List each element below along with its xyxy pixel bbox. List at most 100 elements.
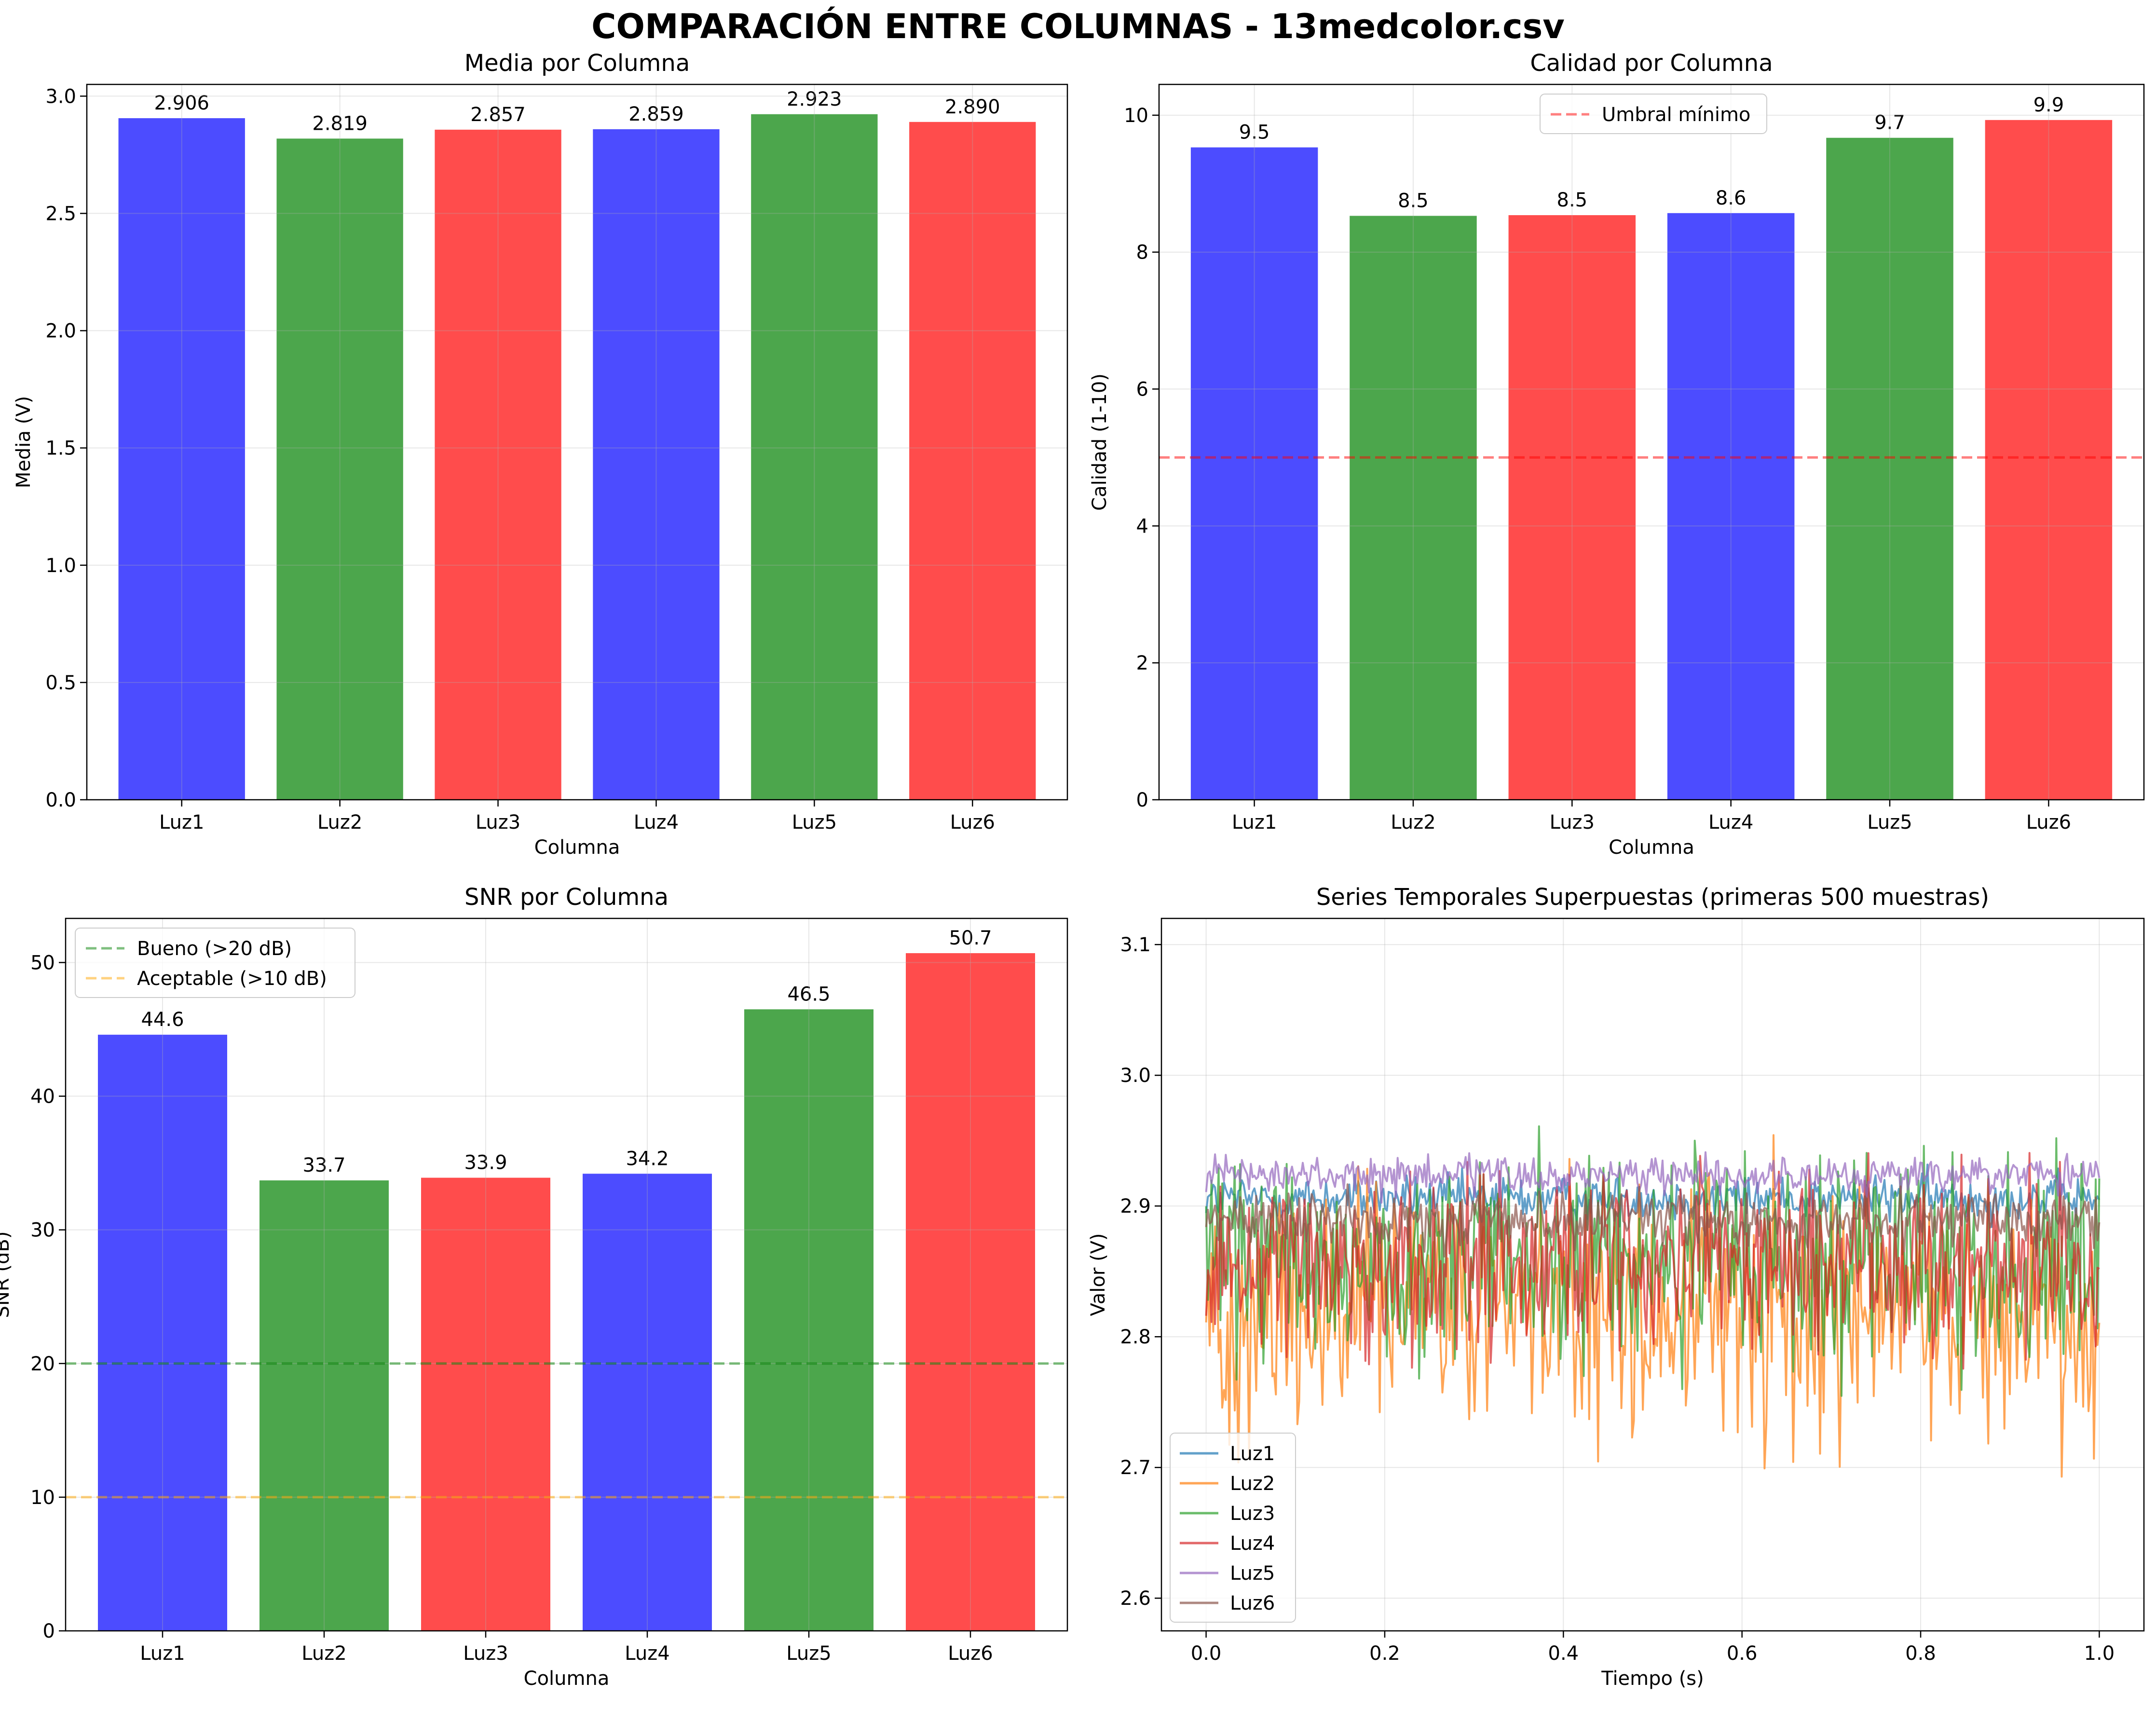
ytick-label: 3.0 (45, 85, 76, 108)
ytick-label: 40 (30, 1086, 55, 1108)
bar-luz5 (1826, 137, 1953, 800)
ytick-label: 10 (30, 1487, 55, 1509)
axes-frame (1158, 83, 2145, 801)
xtick-label: Luz4 (1708, 811, 1753, 834)
bar-luz6 (909, 122, 1036, 800)
series-line-luz5 (1205, 1151, 2101, 1204)
series-line-luz4 (1205, 1152, 2100, 1370)
x-axis-label: Tiempo (s) (1601, 1668, 1704, 1690)
xtick-label: Luz3 (476, 811, 520, 834)
bar-value-label: 8.6 (1716, 187, 1747, 209)
xtick-label: Luz3 (1550, 811, 1595, 834)
ytick-label: 3.1 (1120, 934, 1151, 956)
ytick-label: 2.8 (1120, 1326, 1151, 1348)
ytick-label: 0.0 (45, 789, 76, 811)
bar-value-label: 2.857 (470, 104, 526, 126)
bar-luz2 (276, 138, 403, 800)
ytick-label: 1.0 (45, 555, 76, 577)
xtick-label: Luz6 (948, 1642, 993, 1665)
legend-label: Umbral mínimo (1602, 104, 1750, 126)
bar-luz1 (118, 118, 245, 800)
ytick-label: 4 (1136, 515, 1148, 537)
xtick-label: 0.8 (1905, 1642, 1936, 1665)
axes-frame (65, 917, 1068, 1632)
chart-title: Series Temporales Superpuestas (primeras… (1316, 884, 1989, 911)
legend: Umbral mínimo (1540, 94, 1767, 134)
bar-value-label: 33.7 (302, 1154, 345, 1176)
xtick-label: Luz1 (1232, 811, 1277, 834)
legend: Luz1 Luz2 Luz3 Luz4 Luz5 Luz6 (1170, 1433, 1296, 1623)
legend-label: Luz1 (1230, 1443, 1275, 1465)
legend-label: Luz5 (1230, 1562, 1275, 1585)
bar-luz5 (744, 1009, 873, 1631)
legend-label: Luz3 (1230, 1503, 1275, 1525)
legend-box (75, 928, 355, 998)
bar-luz3 (435, 129, 561, 800)
legend-box (1540, 94, 1767, 134)
ytick-label: 6 (1136, 379, 1148, 401)
xtick-label: 0.2 (1369, 1642, 1400, 1665)
bar-value-label: 9.9 (2033, 94, 2064, 116)
ytick-label: 1.5 (45, 438, 76, 460)
ytick-label: 3.0 (1120, 1065, 1151, 1087)
xtick-label: Luz4 (625, 1642, 669, 1665)
ytick-label: 50 (30, 952, 55, 974)
chart-title: SNR por Columna (464, 884, 669, 911)
bar-luz4 (1667, 213, 1795, 800)
axes-frame (86, 83, 1068, 801)
xtick-label: 1.0 (2084, 1642, 2115, 1665)
bar-value-label: 46.5 (787, 983, 830, 1005)
ytick-label: 2.6 (1120, 1587, 1151, 1610)
xtick-label: 0.6 (1727, 1642, 1758, 1665)
ytick-label: 8 (1136, 242, 1148, 264)
bar-luz1 (1190, 147, 1318, 800)
xtick-label: Luz5 (792, 811, 837, 834)
bar-luz2 (1350, 216, 1477, 800)
ytick-label: 0.5 (45, 672, 76, 694)
x-axis-label: Columna (524, 1668, 610, 1690)
series-line-luz6 (1205, 1183, 2101, 1258)
bar-luz5 (751, 114, 878, 800)
chart-title: Calidad por Columna (1530, 50, 1773, 77)
legend-label: Luz6 (1230, 1592, 1275, 1614)
y-axis-label: Valor (V) (1087, 1233, 1109, 1316)
legend-box (1170, 1433, 1296, 1623)
bar-luz6 (1985, 120, 2113, 800)
bar-value-label: 34.2 (626, 1148, 669, 1170)
bar-luz3 (421, 1177, 550, 1631)
xtick-label: Luz2 (317, 811, 362, 834)
xtick-label: Luz2 (301, 1642, 346, 1665)
bar-value-label: 2.923 (787, 88, 842, 110)
ytick-label: 2.5 (45, 203, 76, 225)
figure-title: COMPARACIÓN ENTRE COLUMNAS - 13medcolor.… (591, 7, 1565, 46)
bar-value-label: 2.819 (312, 112, 368, 135)
chart-media: Media por Columna 2.906 2.819 2.857 2.859 2.9… (13, 50, 1068, 859)
bar-value-label: 9.5 (1239, 122, 1270, 144)
bar-luz4 (593, 129, 720, 800)
y-axis-label: Calidad (1-10) (1089, 373, 1111, 511)
bar-luz6 (906, 953, 1035, 1631)
bar-value-label: 8.5 (1398, 190, 1429, 212)
legend-label: Luz2 (1230, 1473, 1275, 1495)
xtick-label: 0.0 (1191, 1642, 1222, 1665)
x-axis-label: Columna (1609, 836, 1694, 859)
bar-value-label: 50.7 (949, 927, 992, 949)
bar-luz1 (98, 1035, 227, 1631)
xtick-label: Luz6 (2026, 811, 2071, 834)
xtick-label: 0.4 (1548, 1642, 1579, 1665)
xtick-label: Luz2 (1391, 811, 1435, 834)
xtick-label: Luz1 (140, 1642, 185, 1665)
ytick-label: 30 (30, 1219, 55, 1242)
ytick-label: 2.0 (45, 320, 76, 342)
y-axis-label: SNR (dB) (0, 1231, 14, 1318)
bar-value-label: 2.859 (628, 103, 684, 125)
legend-label: Aceptable (>10 dB) (137, 968, 327, 990)
bar-value-label: 44.6 (141, 1009, 184, 1031)
bar-value-label: 33.9 (464, 1152, 507, 1174)
chart-calidad: Calidad por Columna 9.5 8.5 8.5 8.6 9.7 9.9 0 2 4… (1089, 50, 2145, 859)
xtick-label: Luz5 (786, 1642, 831, 1665)
bar-value-label: 2.890 (945, 96, 1000, 118)
xtick-label: Luz4 (634, 811, 679, 834)
ytick-label: 20 (30, 1353, 55, 1375)
xtick-label: Luz1 (159, 811, 204, 834)
